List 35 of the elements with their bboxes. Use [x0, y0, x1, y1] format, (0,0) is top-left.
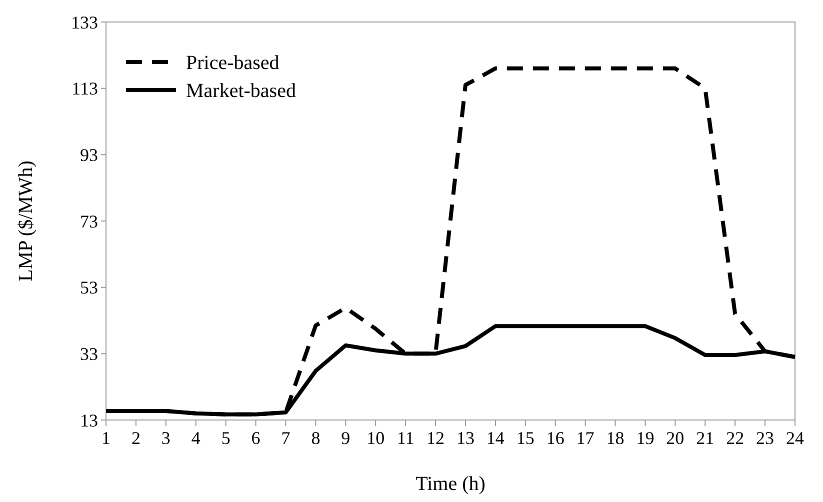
x-tick-label: 10	[366, 428, 385, 448]
y-tick-label: 33	[80, 344, 98, 364]
x-tick-label: 15	[516, 428, 534, 448]
y-tick-label: 113	[72, 78, 98, 99]
x-tick-label: 6	[251, 428, 260, 448]
x-tick-label: 18	[606, 428, 624, 448]
x-tick-label: 16	[546, 428, 564, 448]
y-tick-label: 133	[71, 12, 98, 32]
x-tick-label: 14	[486, 428, 504, 448]
x-tick-label: 2	[131, 428, 140, 448]
x-tick-label: 24	[786, 428, 804, 448]
legend-label: Market-based	[186, 80, 296, 102]
x-tick-label: 22	[726, 428, 744, 448]
x-tick-label: 3	[161, 428, 170, 448]
x-tick-label: 8	[311, 428, 320, 448]
x-tick-label: 12	[426, 428, 445, 448]
legend-label: Price-based	[186, 52, 280, 74]
x-tick-label: 1	[102, 428, 110, 448]
x-tick-label: 23	[756, 428, 774, 448]
y-tick-label: 13	[80, 410, 98, 430]
x-tick-label: 21	[696, 428, 714, 448]
y-tick-label: 93	[80, 144, 98, 165]
x-tick-label: 9	[341, 428, 350, 448]
x-tick-label: 5	[221, 428, 230, 448]
x-tick-label: 17	[576, 428, 594, 448]
y-axis-title: LMP ($/MWh)	[15, 160, 37, 282]
x-tick-label: 7	[281, 428, 290, 448]
x-tick-label: 13	[456, 428, 474, 448]
x-tick-label: 11	[396, 428, 414, 448]
x-tick-label: 20	[666, 428, 684, 448]
x-tick-label: 19	[636, 428, 654, 448]
x-axis-title: Time (h)	[416, 473, 486, 495]
y-tick-label: 73	[80, 211, 98, 232]
y-tick-label: 53	[80, 278, 98, 298]
x-tick-label: 4	[191, 428, 200, 448]
